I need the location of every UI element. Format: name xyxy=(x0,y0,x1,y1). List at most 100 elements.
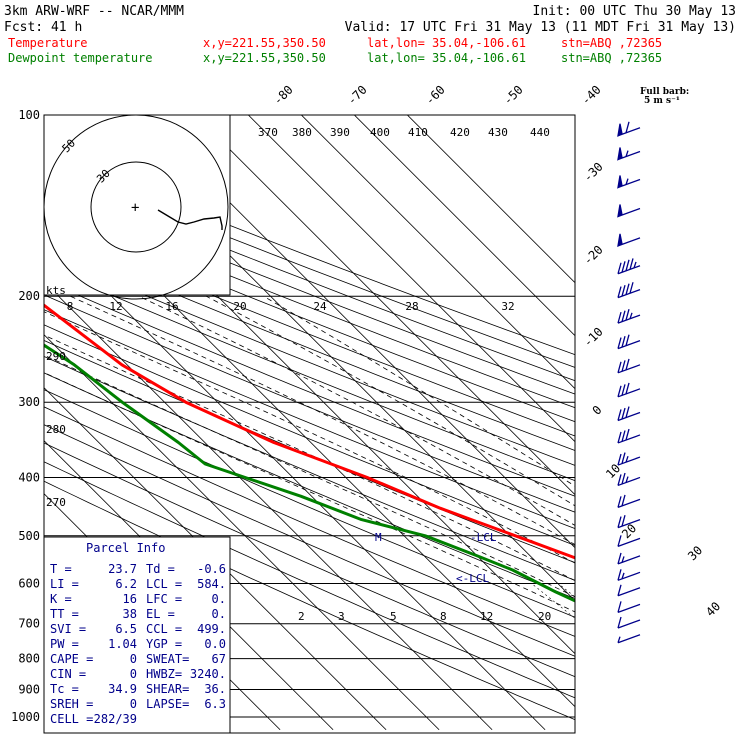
mixing-ratio-label: 2 xyxy=(298,610,305,623)
dewpoint-line xyxy=(44,343,575,603)
parcel-row-label: K = xyxy=(50,592,72,606)
parcel-row-value2: 499. xyxy=(197,622,226,636)
dry-adiabat xyxy=(44,251,575,466)
parcel-info-box xyxy=(43,536,231,734)
parcel-row-value: 0 xyxy=(130,667,137,681)
mixing-ratio-line xyxy=(627,583,740,729)
theta-label: 370 xyxy=(258,126,278,139)
hodograph-trace xyxy=(157,209,223,230)
wind-barb xyxy=(617,452,641,466)
parcel-row-value: 38 xyxy=(123,607,137,621)
pressure-label: 200 xyxy=(18,289,40,303)
dry-adiabat xyxy=(44,199,575,409)
parcel-row-label: TT = xyxy=(50,607,79,621)
hodograph-x-tick: 24 xyxy=(313,300,327,313)
temperature-label: 30 xyxy=(685,543,705,563)
isotherm xyxy=(353,115,575,337)
temperature-line xyxy=(44,303,575,560)
hodograph-x-tick: 12 xyxy=(109,300,122,313)
wind-barb xyxy=(617,428,641,444)
parcel-row-value: 1.04 xyxy=(108,637,137,651)
legend-temperature-latlon: lat,lon= 35.04,-106.61 xyxy=(367,36,526,50)
isotherm xyxy=(194,115,575,496)
temperature-label: -10 xyxy=(581,325,606,350)
grid-lines xyxy=(44,115,740,731)
init-label: Init: 00 UTC Thu 30 May 13 xyxy=(533,4,737,19)
isotherm xyxy=(44,281,493,731)
mixing-ratio-line xyxy=(531,583,575,619)
legend-dewpoint-xy: x,y=221.55,350.50 xyxy=(203,51,326,65)
parcel-row-value: 6.2 xyxy=(115,577,137,591)
hodograph-x-tick: 16 xyxy=(165,300,178,313)
isotherm xyxy=(247,115,575,443)
parcel-row-value2: 6.3 xyxy=(204,697,226,711)
hodograph-ring-outer xyxy=(43,114,229,300)
theta-label: 420 xyxy=(450,126,470,139)
parcel-row-label: LI = xyxy=(50,577,79,591)
theta-label: 390 xyxy=(330,126,350,139)
wind-barb xyxy=(617,535,641,547)
legend-dewpoint: Dewpoint temperature x,y=221.55,350.50 l… xyxy=(8,51,662,65)
parcel-row-label2: LFC = xyxy=(146,592,182,606)
parcel-row-label: CELL = xyxy=(50,712,93,726)
temperature-label: 0 xyxy=(590,403,605,418)
wind-barb xyxy=(617,569,641,581)
parcel-row-value2: 3240. xyxy=(190,667,226,681)
wind-barb xyxy=(617,204,641,218)
hodograph-units: kts xyxy=(46,284,66,297)
dry-adiabat xyxy=(44,265,575,482)
hodograph-x-tick: 20 xyxy=(233,300,246,313)
dry-adiabat xyxy=(44,461,575,699)
dry-adiabat xyxy=(44,442,575,678)
isotherm xyxy=(300,115,575,390)
parcel-row-value2: 36. xyxy=(204,682,226,696)
isotherm xyxy=(44,387,387,731)
theta-label: 410 xyxy=(408,126,428,139)
parcel-row-label2: HWBZ= xyxy=(146,667,182,681)
isotherm xyxy=(44,228,546,731)
parcel-row-label2: CCL = xyxy=(146,622,182,636)
mixing-ratio-label: 3 xyxy=(338,610,345,623)
dry-adiabat xyxy=(44,389,575,618)
temperature-label: -50 xyxy=(501,83,526,108)
parcel-row-label2: SHEAR= xyxy=(146,682,189,696)
legend-dewpoint-label: Dewpoint temperature xyxy=(8,51,153,65)
theta-label: 380 xyxy=(292,126,312,139)
theta-label: 440 xyxy=(530,126,550,139)
parcel-row-value: 0 xyxy=(130,697,137,711)
wind-barb xyxy=(617,494,641,508)
pressure-label: 900 xyxy=(18,682,40,696)
dry-adiabat xyxy=(44,424,575,657)
legend-temperature-xy: x,y=221.55,350.50 xyxy=(203,36,326,50)
dry-adiabat xyxy=(44,279,575,497)
temperature-label: -30 xyxy=(581,160,606,185)
dry-adiabat xyxy=(44,211,575,423)
pressure-label: 600 xyxy=(18,576,40,590)
parcel-row-label: Tc = xyxy=(50,682,79,696)
pressure-axis-labels: 100 200 300 400 500 600 700 800 900 1000 xyxy=(11,108,40,724)
dry-adiabat xyxy=(44,309,575,530)
hodograph-x-tick: 32 xyxy=(501,300,514,313)
parcel-row-label2: Td = xyxy=(146,562,175,576)
legend-temperature-stn: stn=ABQ ,72365 xyxy=(561,36,662,50)
parcel-row-label: SVI = xyxy=(50,622,86,636)
mixing-ratio-labels: 2 3 5 8 12 20 xyxy=(298,610,551,623)
theta-labels: 370 380 390 400 410 420 430 440 290 280 270 xyxy=(46,126,550,509)
legend-dewpoint-latlon: lat,lon= 35.04,-106.61 xyxy=(367,51,526,65)
legend-temperature-label: Temperature xyxy=(8,36,87,50)
wind-barb xyxy=(617,175,641,189)
dry-adiabat xyxy=(44,186,575,395)
mixing-ratio-label: 8 xyxy=(440,610,447,623)
hodograph-x-tick: 8 xyxy=(67,300,74,313)
wind-barb xyxy=(617,584,641,597)
dry-adiabat xyxy=(44,294,575,513)
parcel-row-value2: 67 xyxy=(212,652,226,666)
theta-label: 400 xyxy=(370,126,390,139)
mixing-ratio-line xyxy=(658,583,740,729)
dry-adiabat xyxy=(44,480,575,721)
parcel-row-label: CIN = xyxy=(50,667,86,681)
dry-adiabat xyxy=(44,406,575,637)
wind-barb xyxy=(617,258,641,275)
profile-lines xyxy=(44,303,575,603)
